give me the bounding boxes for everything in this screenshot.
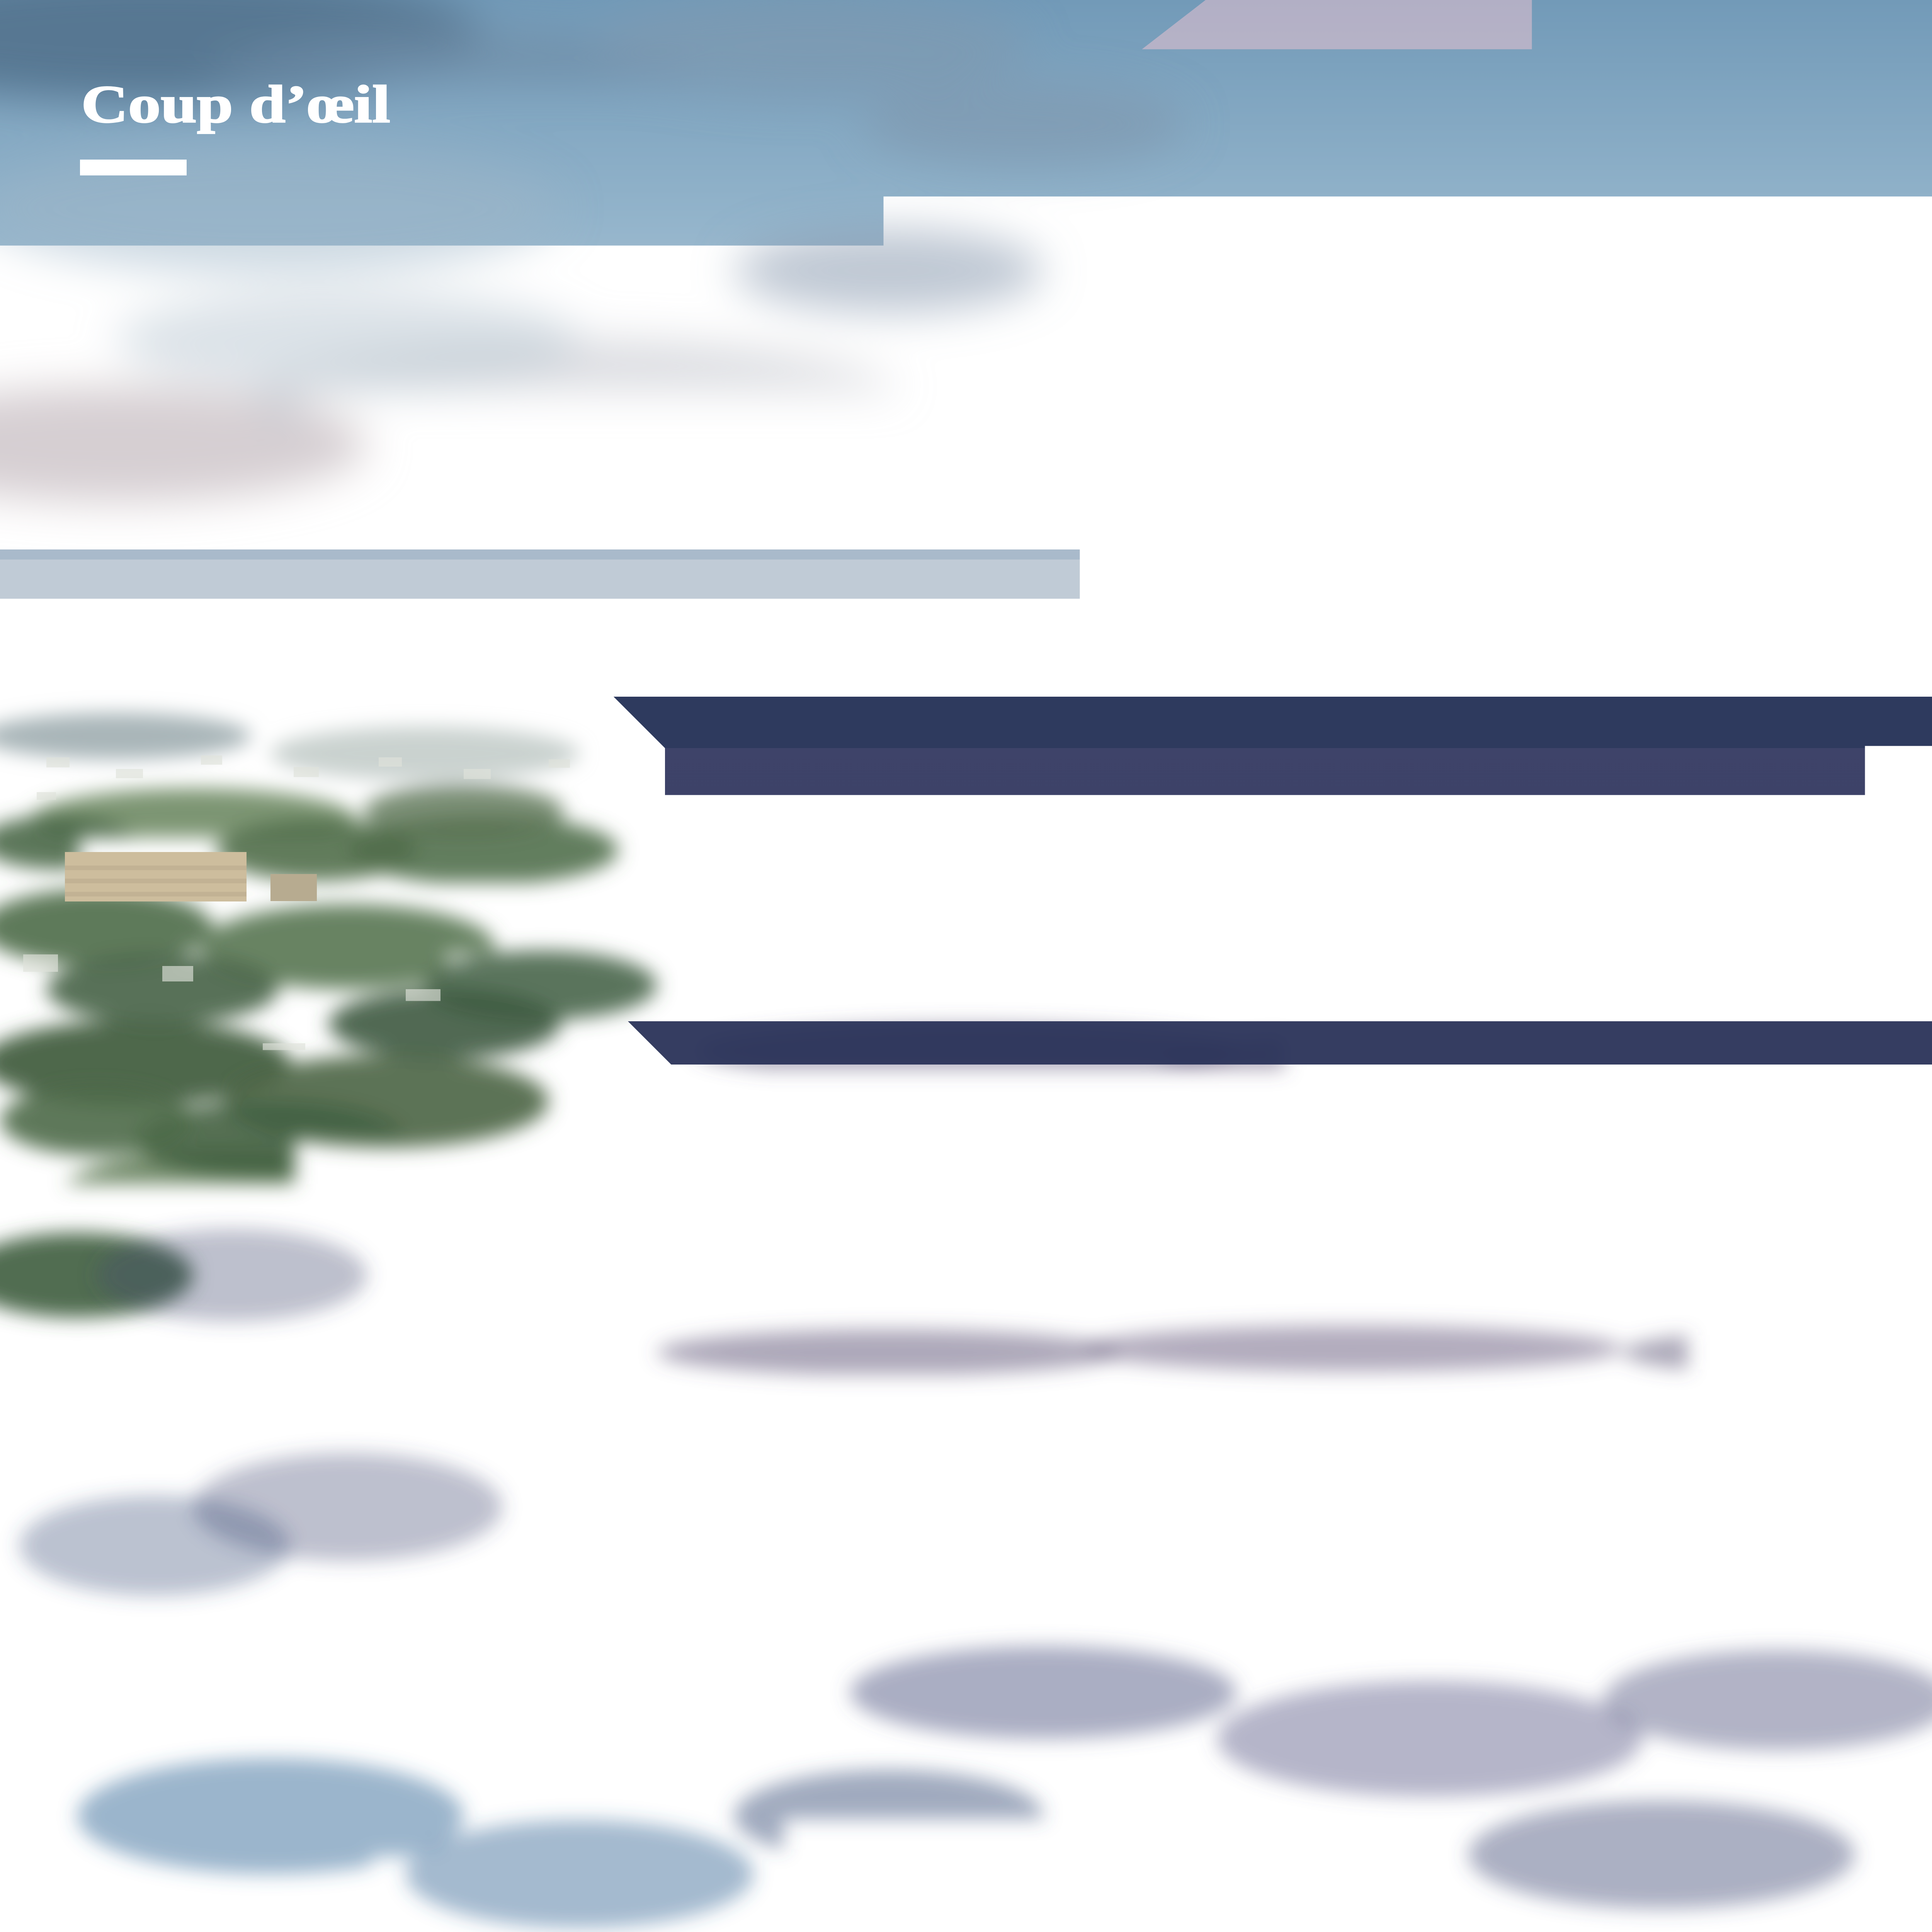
svg-text:Produit intérieur brut aux pri: Produit intérieur brut aux prix de base (640, 1089, 1648, 1167)
svg-text:M$: M$ (967, 1184, 1083, 1295)
svg-text:Revenu disponible par habitant: Revenu disponible par habitant (640, 1401, 1463, 1478)
svg-text:(15-64 ans) (2024): (15-64 ans) (2024) (1111, 811, 1453, 865)
svg-text:$: $ (437, 1165, 471, 1234)
svg-text:statistique.quebec.ca/panorama: statistique.quebec.ca/panorama (112, 1751, 878, 1835)
svg-text:Coup d’œil: Coup d’œil (81, 75, 390, 134)
svg-text:Population totale: Population totale (640, 471, 1083, 549)
svg-text:263 549: 263 549 (640, 542, 1012, 684)
svg-text:Taux de chômage: Taux de chômage (640, 792, 1096, 869)
svg-text:Centre-du-Québec: Centre-du-Québec (350, 204, 1390, 341)
svg-text:Québec: Québec (1529, 1793, 1723, 1877)
svg-text:$: $ (401, 1416, 427, 1468)
svg-text:3,8 %: 3,8 % (638, 860, 867, 990)
svg-text:14 079: 14 079 (648, 1156, 941, 1302)
svg-text:Institut: Institut (1461, 1760, 1556, 1785)
svg-text:33 808 $: 33 808 $ (641, 1473, 1113, 1615)
svg-text:Voir la publication pour les f: Voir la publication pour les faits saill… (940, 1656, 1864, 1702)
